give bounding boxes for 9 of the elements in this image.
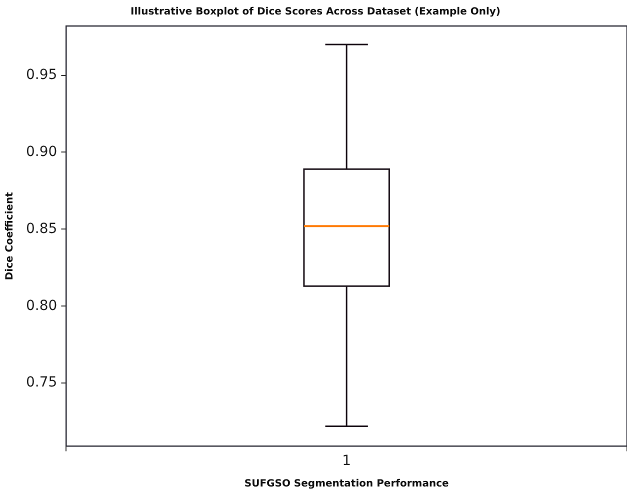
y-tick-label: 0.85 (26, 220, 58, 237)
x-axis-title: SUFGSO Segmentation Performance (244, 478, 449, 490)
y-tick-label: 0.75 (26, 374, 58, 391)
chart-title: Illustrative Boxplot of Dice Scores Across Dataset (Example Only) (130, 6, 500, 18)
y-axis-title: Dice Coefficient (4, 192, 16, 280)
y-tick-label: 0.95 (26, 66, 58, 83)
y-tick-label: 0.90 (26, 144, 58, 160)
y-tick-label: 0.80 (26, 298, 58, 314)
x-tick-label: 1 (342, 453, 352, 470)
